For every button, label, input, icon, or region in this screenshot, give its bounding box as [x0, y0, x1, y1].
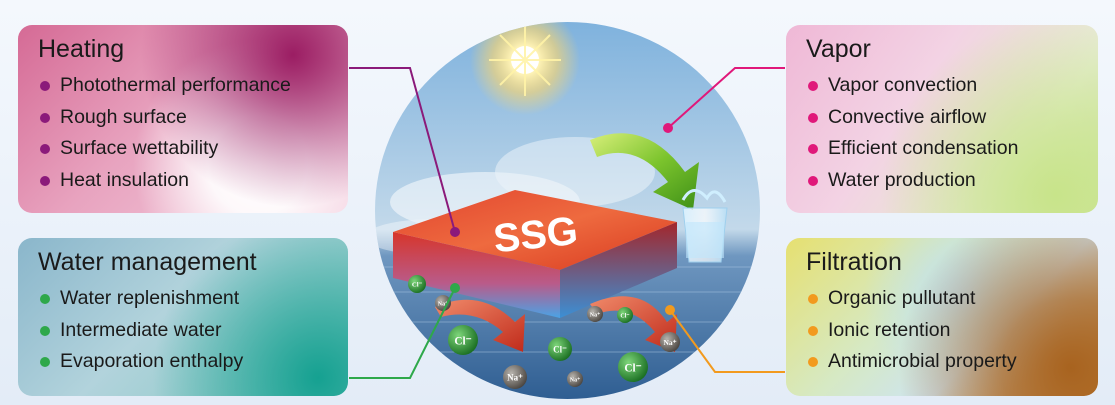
chloride-ion [448, 325, 478, 355]
list-item: Photothermal performance [38, 70, 330, 102]
chloride-ion [548, 337, 572, 361]
water-glass-icon [681, 189, 728, 263]
ion-arrow-right-icon [590, 296, 677, 352]
bullet-icon [40, 144, 50, 154]
chloride-ion [618, 352, 648, 382]
sodium-ion-label: Na⁺ [663, 338, 676, 347]
sodium-ion-label: Na⁺ [438, 300, 449, 307]
bullet-icon [808, 81, 818, 91]
ions-group: Cl⁻ Na⁺ Cl⁻ Na⁺ Cl⁻ Na⁺ Na⁺ Cl⁻ Cl⁻ Na⁺ [408, 275, 680, 389]
filtration-connector [669, 309, 785, 373]
filtration-connector-dot [665, 305, 675, 315]
water-management-list: Water replenishment Intermediate water E… [38, 283, 330, 378]
chloride-ion-label: Cl⁻ [454, 336, 471, 348]
chloride-ion [408, 275, 426, 293]
list-item: Ionic retention [806, 315, 1080, 347]
bullet-icon [40, 112, 50, 123]
chloride-ion-label: Cl⁻ [412, 282, 423, 289]
vapor-arrow-icon [590, 133, 699, 210]
sodium-ion [503, 365, 527, 389]
sodium-ion [660, 332, 680, 352]
sodium-ion [587, 306, 603, 322]
ion-arrow-left-icon [435, 299, 525, 352]
ssg-label: SSG [491, 209, 580, 262]
heating-connector [349, 67, 456, 233]
chloride-ion-label: Cl⁻ [620, 313, 629, 319]
bullet-icon [808, 325, 818, 336]
water-management-panel: Water management Water replenishment Int… [18, 238, 348, 396]
list-item: Convective airflow [806, 102, 1080, 134]
sodium-ion-label: Na⁺ [570, 376, 581, 383]
heating-list: Photothermal performance Rough surface S… [38, 70, 330, 196]
bullet-icon [40, 294, 50, 304]
list-item: Efficient condensation [806, 133, 1080, 165]
vapor-connector-dot [663, 123, 673, 133]
sun-icon [470, 22, 580, 115]
list-item: Surface wettability [38, 133, 330, 165]
bullet-icon [40, 81, 50, 91]
water-connector [349, 287, 456, 379]
bullet-icon [808, 294, 818, 304]
water-management-title: Water management [38, 248, 257, 276]
heating-panel: Heating Photothermal performance Rough s… [18, 25, 348, 213]
heating-connector-dot [450, 227, 460, 237]
bullet-icon [808, 175, 818, 186]
ssg-illustration: SSG Cl⁻ Na⁺ Cl⁻ Na⁺ Cl⁻ Na⁺ Na⁺ Cl⁻ Cl⁻ Na⁺ [375, 22, 760, 399]
ssg-scene: SSG Cl⁻ Na⁺ Cl⁻ Na⁺ Cl⁻ Na⁺ Na⁺ Cl⁻ Cl⁻ Na⁺ [375, 22, 760, 399]
sodium-ion-label: Na⁺ [507, 373, 523, 383]
vapor-connector [667, 67, 785, 129]
ssg-slab [393, 190, 677, 318]
water-connector-dot [450, 283, 460, 293]
chloride-ion [617, 307, 633, 323]
bullet-icon [808, 112, 818, 123]
list-item: Antimicrobial property [806, 346, 1080, 378]
bullet-icon [40, 357, 50, 367]
chloride-ion-label: Cl⁻ [624, 363, 641, 375]
bullet-icon [40, 175, 50, 186]
list-item: Evaporation enthalpy [38, 346, 330, 378]
list-item: Heat insulation [38, 165, 330, 197]
list-item: Intermediate water [38, 315, 330, 347]
list-item: Water replenishment [38, 283, 330, 315]
sodium-ion [567, 371, 583, 387]
sodium-ion-label: Na⁺ [590, 311, 601, 318]
sodium-ion [435, 295, 451, 311]
list-item: Water production [806, 165, 1080, 197]
bullet-icon [808, 357, 818, 367]
filtration-panel: Filtration Organic pullutant Ionic reten… [786, 238, 1098, 396]
filtration-title: Filtration [806, 248, 902, 276]
bullet-icon [40, 325, 50, 336]
vapor-panel: Vapor Vapor convection Convective airflo… [786, 25, 1098, 213]
list-item: Organic pullutant [806, 283, 1080, 315]
heating-title: Heating [38, 35, 125, 63]
list-item: Vapor convection [806, 70, 1080, 102]
chloride-ion-label: Cl⁻ [553, 345, 567, 355]
filtration-list: Organic pullutant Ionic retention Antimi… [806, 283, 1080, 378]
bullet-icon [808, 144, 818, 154]
vapor-title: Vapor [806, 35, 871, 63]
vapor-list: Vapor convection Convective airflow Effi… [806, 70, 1080, 196]
list-item: Rough surface [38, 102, 330, 134]
